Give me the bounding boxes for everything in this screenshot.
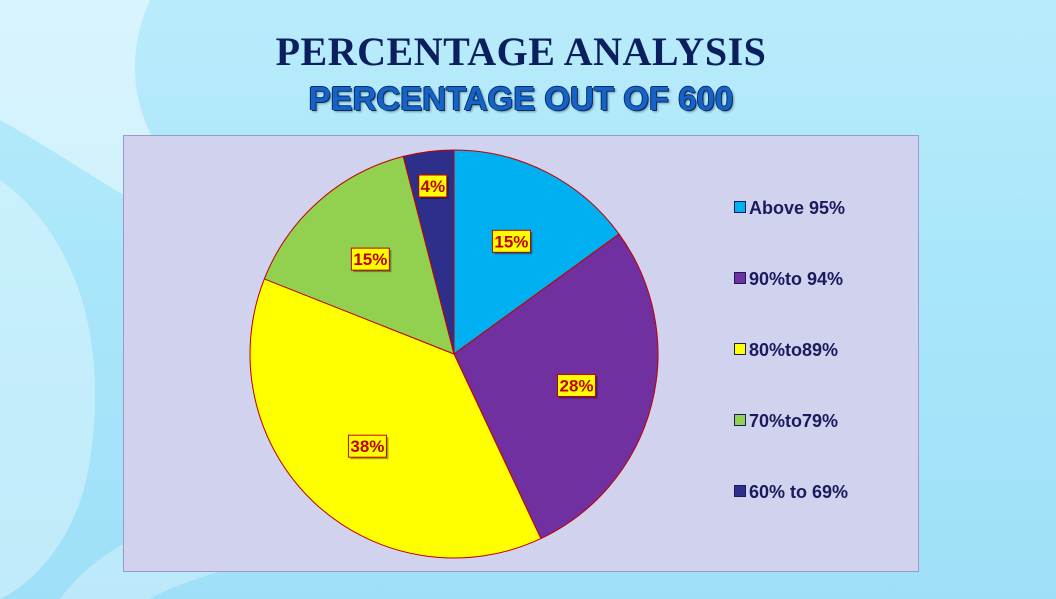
data-label-3: 38% bbox=[347, 434, 389, 460]
legend-label: 80%to89% bbox=[749, 340, 839, 360]
legend-swatch bbox=[734, 343, 746, 355]
data-label-2: 28% bbox=[557, 373, 598, 399]
legend-label: 60% to 69% bbox=[749, 482, 849, 502]
legend-swatch bbox=[734, 201, 746, 213]
pie-slice-2 bbox=[453, 233, 659, 540]
chart-title: PERCENTAGE OUT OF 600 bbox=[308, 80, 734, 117]
legend-item: 60% to 69% bbox=[734, 482, 848, 503]
legend-swatch bbox=[734, 272, 746, 284]
svg-text:15%: 15% bbox=[353, 250, 387, 269]
pie-slice-3 bbox=[249, 278, 542, 559]
legend-swatch bbox=[734, 485, 746, 497]
legend-item: Above 95% bbox=[734, 198, 845, 219]
legend-label: Above 95% bbox=[749, 198, 846, 218]
data-label-5: 4% bbox=[418, 174, 449, 200]
legend-item: 90%to 94% bbox=[734, 269, 843, 290]
legend-item: 80%to89% bbox=[734, 340, 838, 361]
pie-slice-5 bbox=[402, 149, 455, 355]
svg-text:38%: 38% bbox=[350, 437, 384, 456]
pie-slice-1 bbox=[453, 149, 620, 355]
svg-text:4%: 4% bbox=[420, 177, 445, 196]
chart-plot-area: 15% 28% 38% 15% 4% Above 95% 90%to 94% 80%to89… bbox=[123, 135, 919, 572]
page-title: PERCENTAGE ANALYSIS bbox=[275, 29, 767, 74]
data-label-4: 15% bbox=[350, 247, 392, 273]
legend-label: 90%to 94% bbox=[749, 269, 844, 289]
svg-text:28%: 28% bbox=[559, 376, 593, 395]
legend-item: 70%to79% bbox=[734, 411, 838, 432]
svg-text:15%: 15% bbox=[494, 232, 528, 251]
legend-swatch bbox=[734, 414, 746, 426]
data-label-1: 15% bbox=[491, 229, 533, 255]
pie-chart: 15% 28% 38% 15% 4% bbox=[249, 149, 659, 559]
legend-label: 70%to79% bbox=[749, 411, 839, 431]
